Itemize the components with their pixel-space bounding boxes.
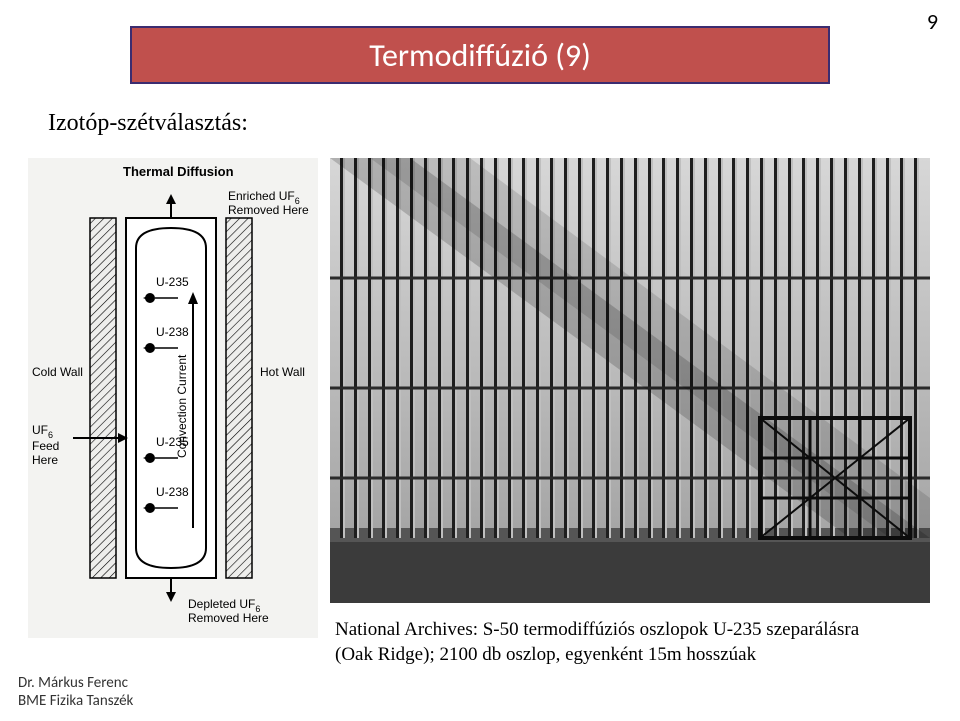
caption-line2: (Oak Ridge); 2100 db oszlop, egyenként 1…: [335, 644, 756, 665]
title-text: Termodiffúzió (9): [369, 36, 591, 75]
label-cold-wall: Cold Wall: [32, 365, 83, 379]
thermal-diffusion-diagram: Thermal Diffusion Enriched UF6 Removed H…: [28, 158, 318, 638]
footer-dept: BME Fizika Tanszék: [18, 692, 133, 710]
s50-columns-photo: [330, 158, 930, 603]
label-u238-1: U-238: [156, 325, 189, 339]
label-u235-1: U-235: [156, 275, 189, 289]
label-u235-2: U-235: [156, 435, 189, 449]
label-feed3: Here: [32, 453, 58, 467]
label-enriched2: Removed Here: [228, 203, 309, 217]
diagram-title: Thermal Diffusion: [123, 164, 234, 179]
footer-author: Dr. Márkus Ferenc: [18, 674, 128, 692]
label-feed2: Feed: [32, 439, 59, 453]
label-depleted2: Removed Here: [188, 611, 269, 625]
caption-line1: National Archives: S-50 termodiffúziós o…: [335, 619, 859, 640]
page-number: 9: [927, 8, 938, 35]
label-u238-2: U-238: [156, 485, 189, 499]
photo-caption: National Archives: S-50 termodiffúziós o…: [335, 618, 935, 667]
label-hot-wall: Hot Wall: [260, 365, 305, 379]
subtitle: Izotóp-szétválasztás:: [48, 110, 248, 137]
footer: Dr. Márkus Ferenc BME Fizika Tanszék: [18, 674, 133, 712]
title-box: Termodiffúzió (9): [130, 26, 830, 84]
